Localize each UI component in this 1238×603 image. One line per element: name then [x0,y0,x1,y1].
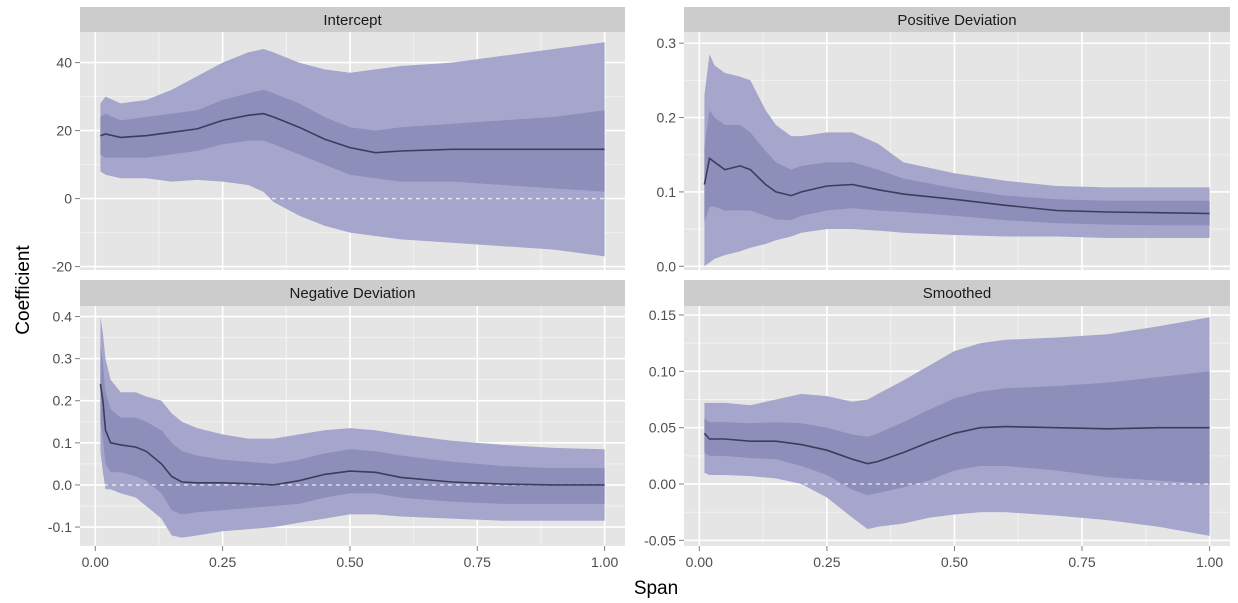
y-tick-label: 0.3 [657,35,677,51]
panel-intercept: Intercept -20 0 20 40 [52,7,625,275]
panel-smoothed: Smoothed -0.050.000.050.100.15 0.00 0.25 0… [644,280,1230,570]
y-tick-label: 0.4 [53,309,73,325]
x-tick-label: 0.00 [82,554,109,570]
panel-title: Positive Deviation [897,12,1016,29]
x-axis-title: Span [634,578,678,599]
panel-title: Negative Deviation [290,285,416,302]
y-tick-label: -0.05 [644,532,676,548]
y-tick-label: 0.0 [53,477,73,493]
y-axis-title: Coefficient [13,245,34,335]
y-tick-label: -20 [52,259,72,275]
y-axis-ticks: -0.1 0.0 0.1 0.2 0.3 0.4 [48,309,80,536]
y-tick-label: 20 [56,123,72,139]
y-tick-label: -0.1 [48,519,72,535]
y-tick-label: 0.05 [649,420,676,436]
x-axis-ticks: 0.00 0.25 0.50 0.75 1.00 [82,546,619,570]
x-tick-label: 1.00 [591,554,618,570]
y-tick-label: 0.15 [649,307,676,323]
y-axis-ticks: -20 0 20 40 [52,55,80,275]
y-tick-label: 0.1 [657,184,677,200]
panel-negative-deviation: Negative Deviation -0.1 0.0 0.1 0.2 0.3 0.4 0… [48,280,625,570]
panel-title: Intercept [323,12,382,29]
x-tick-label: 0.25 [813,554,840,570]
y-tick-label: 40 [56,55,72,71]
y-tick-label: 0.0 [657,258,677,274]
x-axis-ticks: 0.00 0.25 0.50 0.75 1.00 [686,546,1224,570]
panel-title: Smoothed [923,285,991,302]
y-axis-ticks: 0.0 0.1 0.2 0.3 [657,35,684,274]
y-tick-label: 0.2 [657,110,677,126]
y-tick-label: 0.10 [649,363,676,379]
x-tick-label: 0.75 [464,554,491,570]
y-axis-ticks: -0.05 0.00 0.05 0.10 0.15 [644,307,684,548]
x-tick-label: 0.75 [1068,554,1095,570]
x-tick-label: 0.00 [686,554,713,570]
x-tick-label: 0.25 [209,554,236,570]
y-tick-label: 0.00 [649,476,676,492]
y-tick-label: 0.1 [53,435,73,451]
x-tick-label: 1.00 [1196,554,1223,570]
y-tick-label: 0 [64,191,72,207]
x-tick-label: 0.50 [941,554,968,570]
y-tick-label: 0.2 [53,393,73,409]
x-tick-label: 0.50 [336,554,363,570]
panel-positive-deviation: Positive Deviation 0.0 0.1 0.2 0.3 [657,7,1230,274]
y-tick-label: 0.3 [53,351,73,367]
